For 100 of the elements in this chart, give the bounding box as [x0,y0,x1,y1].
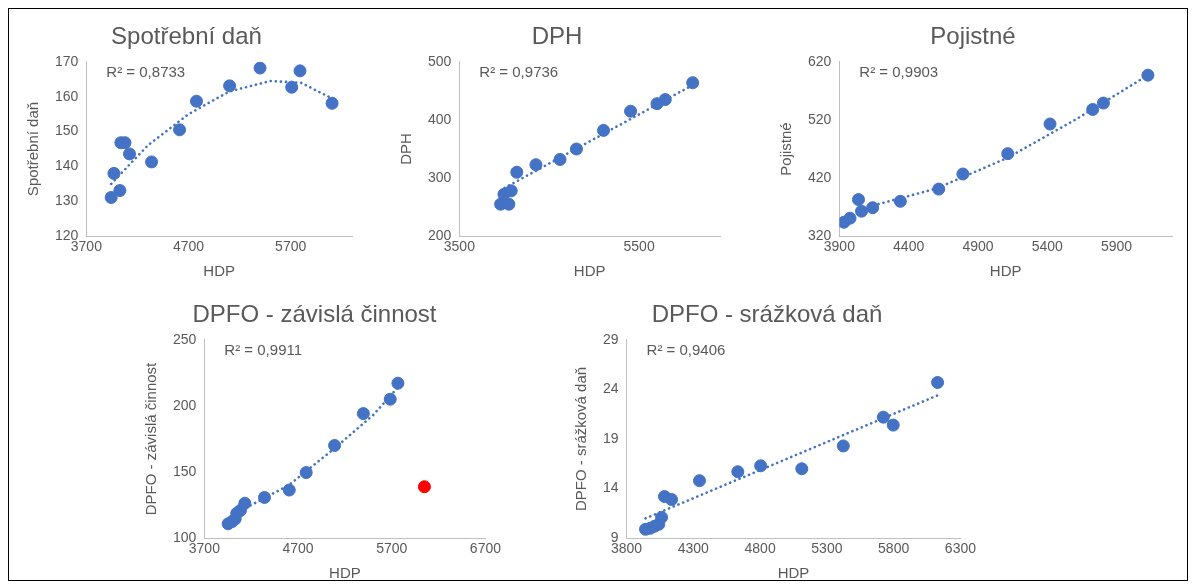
point [1043,117,1057,131]
y-tick-label: 420 [808,168,832,185]
point [731,465,745,479]
x-axis-title: HDP [777,564,810,582]
point [104,190,118,204]
point [692,474,706,488]
point [391,376,405,390]
point [328,438,342,452]
point [655,510,669,524]
point [383,392,397,406]
point [502,197,516,211]
point [285,80,299,94]
annotation: R² = 0,9406 [646,341,726,359]
x-tick-label: 5800 [878,540,910,557]
x-tick-label: 5500 [623,238,655,255]
point [122,147,136,161]
y-tick-label: 250 [173,330,197,347]
y-tick-label: 500 [428,52,452,69]
point [876,410,890,424]
x-tick-label: 5700 [376,540,408,557]
point [843,211,857,225]
chart-title: Pojistné [930,22,1016,50]
point [504,184,518,198]
y-tick-label: 200 [173,396,197,413]
point [795,462,809,476]
y-tick-label: 150 [173,462,197,479]
point [866,201,880,215]
point [1086,102,1100,116]
point [932,182,946,196]
x-tick-label: 4700 [172,238,205,255]
y-tick-label: 160 [55,87,79,104]
y-tick-label: 24 [602,380,619,397]
point [836,439,850,453]
x-tick-label: 4400 [893,238,925,255]
point [529,158,543,172]
point [258,490,272,504]
point [145,155,159,169]
annotation: R² = 0,9903 [859,63,939,81]
point [686,76,700,90]
y-tick-label: 520 [808,110,832,127]
chart-title: DPFO - závislá činnost [192,300,437,328]
y-tick-label: 620 [808,52,832,69]
point [253,61,267,75]
point [553,152,567,166]
annotation: R² = 0,9736 [479,63,559,81]
x-tick-label: 5900 [1100,238,1133,255]
point [113,184,127,198]
x-tick-label: 6300 [944,540,977,557]
y-axis-title: DPFO - srážková daň [572,366,590,512]
point [1001,147,1015,161]
x-tick-label: 5700 [275,238,307,255]
point [510,165,524,179]
y-tick-label: 130 [55,192,79,209]
point [886,418,900,432]
x-tick-label: 5400 [1031,238,1064,255]
annotation: R² = 0,8733 [106,63,186,81]
y-tick-label: 140 [55,157,79,174]
point [851,193,865,207]
point [293,64,307,78]
x-axis-title: HDP [989,262,1022,280]
x-axis-title: HDP [203,262,236,280]
y-tick-label: 150 [55,122,79,139]
point [417,480,431,494]
y-tick-label: 14 [602,479,619,496]
y-axis-title: DPH [397,133,415,165]
y-tick-label: 300 [428,168,452,185]
y-tick-label: 19 [602,429,619,446]
point [754,459,768,473]
point [665,493,679,507]
y-tick-label: 170 [55,52,79,69]
x-tick-label: 6700 [469,540,502,557]
chart-title: DPH [531,22,583,50]
point [238,496,252,510]
point [855,204,869,218]
point [356,407,370,421]
chart-title: DPFO - srážková daň [651,300,883,328]
annotation: R² = 0,9911 [224,341,303,359]
x-axis-title: HDP [573,262,606,280]
point [282,483,296,497]
x-tick-label: 5300 [811,540,843,557]
point [956,167,970,181]
x-tick-label: 4900 [962,238,994,255]
y-tick-label: 29 [602,330,619,347]
y-axis-title: Spotřební daň [24,101,42,197]
point [325,96,339,110]
point [931,375,945,389]
point [658,93,672,107]
point [299,466,313,480]
point [107,166,121,180]
point [1096,96,1110,110]
point [190,94,203,108]
x-tick-label: 4800 [744,540,776,557]
chart-title: Spotřební daň [111,22,262,50]
y-axis-title: DPFO - závislá činnost [142,361,160,516]
y-tick-label: 400 [428,110,452,127]
y-axis-title: Pojistné [777,122,795,176]
point [173,123,187,137]
point [1141,68,1155,82]
x-axis-title: HDP [329,564,361,582]
x-tick-label: 4700 [282,540,314,557]
